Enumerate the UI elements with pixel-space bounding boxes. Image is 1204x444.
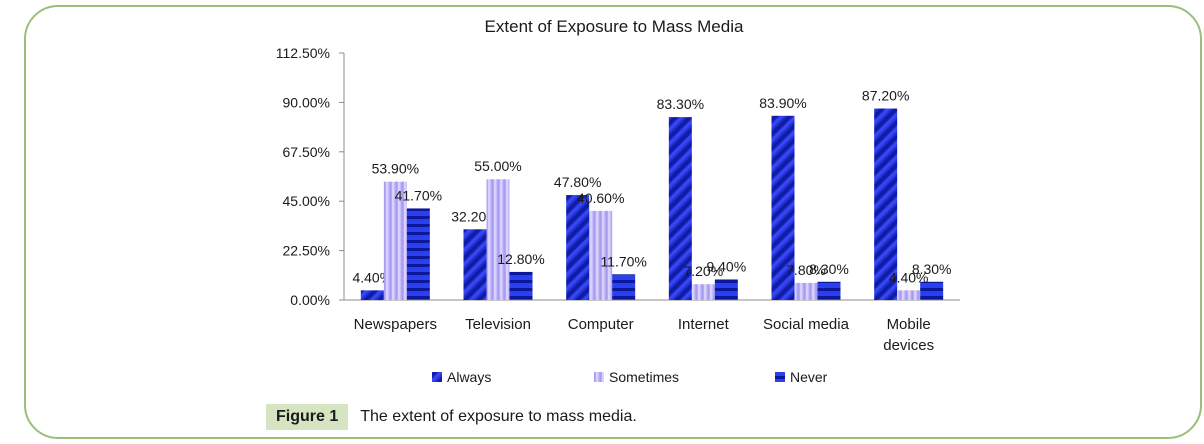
bar-always xyxy=(874,108,898,301)
x-tick-label: Computer xyxy=(568,316,634,333)
bar-always xyxy=(463,229,487,300)
data-label: 83.90% xyxy=(759,95,806,111)
data-label: 4.40% xyxy=(352,269,392,285)
y-tick-label: 112.50% xyxy=(276,45,330,61)
legend-label-never: Never xyxy=(790,369,828,385)
bar-never xyxy=(406,208,430,300)
y-tick-label: 0.00% xyxy=(290,292,330,308)
y-tick-label: 22.50% xyxy=(283,243,330,259)
data-label: 4.40% xyxy=(889,269,929,285)
data-label: 11.70% xyxy=(600,253,646,269)
data-label: 55.00% xyxy=(474,158,521,174)
x-tick-label: Mobile xyxy=(887,316,931,333)
legend-label-sometimes: Sometimes xyxy=(609,369,679,385)
data-label: 47.80% xyxy=(554,174,601,190)
bar-sometimes xyxy=(691,284,715,300)
data-label: 8.30% xyxy=(912,261,952,277)
data-label: 8.30% xyxy=(809,261,849,277)
bar-sometimes xyxy=(794,282,818,300)
data-label: 87.20% xyxy=(862,88,909,104)
bar-sometimes xyxy=(897,290,921,300)
bar-sometimes xyxy=(486,179,510,300)
chart-title: Extent of Exposure to Mass Media xyxy=(485,17,744,36)
bar-always xyxy=(771,115,795,300)
data-label: 7.80% xyxy=(786,262,826,278)
x-tick-label: Television xyxy=(465,316,531,333)
x-tick-label: Internet xyxy=(678,316,730,333)
y-tick-label: 45.00% xyxy=(283,193,330,209)
data-label: 41.70% xyxy=(395,187,442,203)
data-label: 9.40% xyxy=(706,258,746,274)
bar-never xyxy=(817,281,841,300)
data-label: 83.30% xyxy=(657,96,704,112)
y-tick-label: 67.50% xyxy=(283,144,330,160)
data-label: 40.60% xyxy=(577,190,624,206)
bar-never xyxy=(509,271,533,300)
data-label: 12.80% xyxy=(497,251,544,267)
figure-label: Figure 1 xyxy=(266,404,349,430)
bar-never xyxy=(714,279,738,300)
bar-always xyxy=(566,195,590,300)
bar-sometimes xyxy=(589,210,613,300)
legend-swatch-always xyxy=(432,372,442,382)
legend-label-always: Always xyxy=(447,369,491,385)
bar-always xyxy=(360,290,384,300)
legend-swatch-sometimes xyxy=(594,372,604,382)
bar-always xyxy=(668,117,692,300)
bar-never xyxy=(920,281,944,300)
figure-caption: Figure 1 The extent of exposure to mass … xyxy=(266,404,637,430)
x-tick-label: Social media xyxy=(763,316,850,333)
legend-swatch-never xyxy=(775,372,785,382)
data-label: 53.90% xyxy=(372,161,419,177)
x-tick-label: devices xyxy=(883,337,934,354)
bar-sometimes xyxy=(383,181,407,300)
data-label: 7.20% xyxy=(683,263,723,279)
figure-caption-text: The extent of exposure to mass media. xyxy=(360,408,637,425)
bar-never xyxy=(612,274,636,300)
figure-frame xyxy=(24,5,1202,439)
x-tick-label: Newspapers xyxy=(354,316,437,333)
y-tick-label: 90.00% xyxy=(283,94,330,110)
